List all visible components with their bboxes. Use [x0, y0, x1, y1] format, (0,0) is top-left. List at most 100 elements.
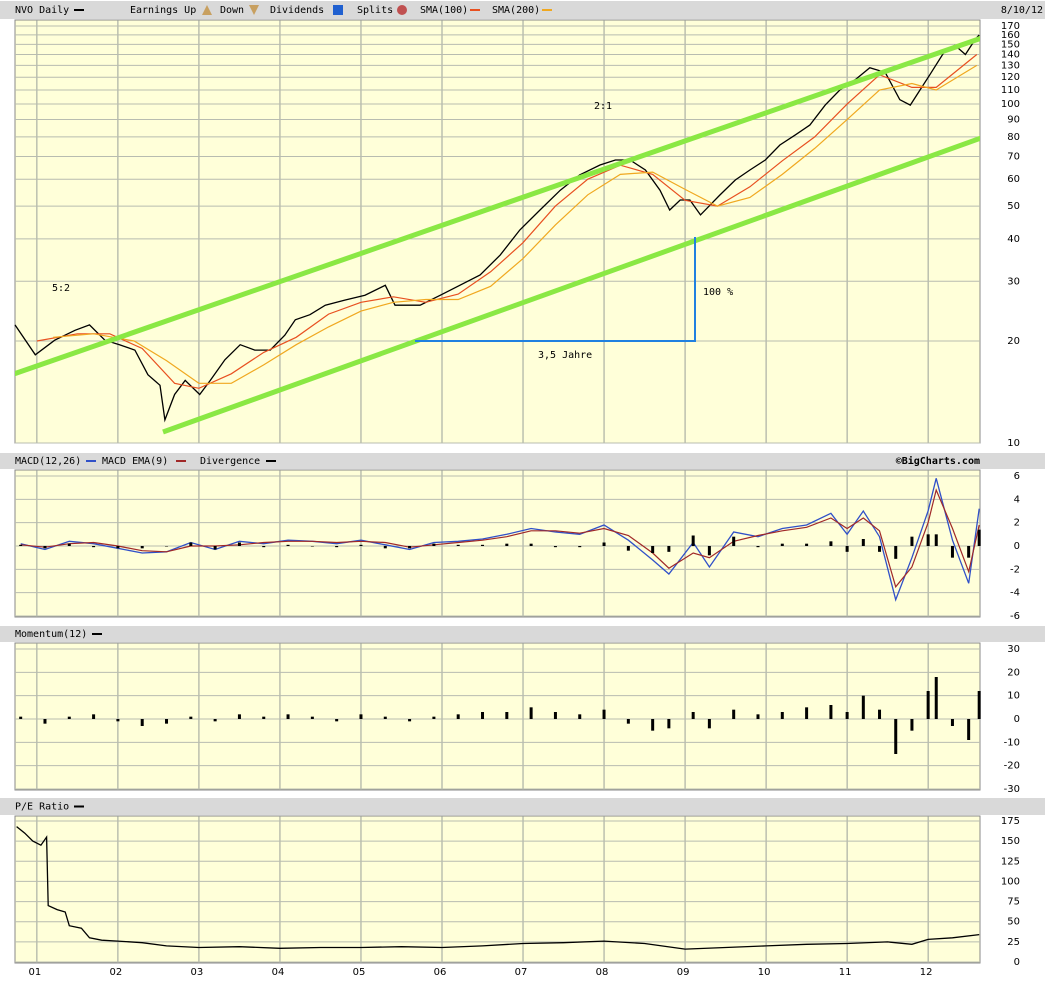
bar [756, 546, 760, 548]
bar [861, 695, 865, 719]
legend-icon [333, 5, 343, 15]
bar [780, 543, 784, 546]
annotation: 100 % [703, 287, 733, 298]
legend-label: Earnings Up [130, 5, 196, 16]
legend-label: ©BigCharts.com [896, 455, 980, 467]
panel [14, 815, 981, 964]
bar [878, 546, 882, 552]
legend-icon [397, 5, 407, 15]
bar [408, 546, 412, 549]
annotation: 3,5 Jahre [538, 350, 592, 361]
annotation: 5:2 [52, 283, 70, 294]
x-tick-label: 12 [920, 967, 933, 978]
legend-label: Dividends [270, 5, 324, 16]
y-tick-label: 60 [1007, 174, 1020, 185]
x-tick-label: 03 [191, 967, 204, 978]
series-line [36, 54, 978, 389]
y-tick-label: -6 [1010, 611, 1020, 622]
legend-label: 8/10/12 [1001, 5, 1043, 16]
channel-lower [162, 135, 980, 435]
bar [934, 677, 938, 719]
y-tick-label: 10 [1007, 691, 1020, 702]
bar [805, 707, 809, 719]
x-tick-label: 07 [515, 967, 528, 978]
bar [926, 691, 930, 719]
bar [92, 714, 96, 719]
y-tick-label: -4 [1010, 588, 1020, 599]
bar [977, 529, 981, 546]
bar [878, 709, 882, 719]
legend-label: MACD(12,26) [15, 456, 81, 467]
panel [14, 19, 981, 444]
marks [14, 34, 981, 950]
bar [967, 546, 971, 558]
bar [626, 719, 630, 724]
bar [140, 719, 144, 726]
panel [14, 642, 981, 791]
bar [691, 712, 695, 719]
channel-upper [15, 35, 980, 377]
bar [651, 719, 655, 731]
y-tick-label: 70 [1007, 152, 1020, 163]
y-tick-label: 50 [1007, 201, 1020, 212]
x-tick-label: 02 [110, 967, 123, 978]
bar [456, 544, 460, 546]
y-tick-label: 20 [1007, 336, 1020, 347]
bar [237, 714, 241, 719]
y-tick-label: 130 [1001, 60, 1020, 71]
x-tick-label: 01 [29, 967, 42, 978]
x-tick-label: 09 [677, 967, 690, 978]
y-tick-label: -2 [1010, 564, 1020, 575]
y-tick-label: 150 [1001, 39, 1020, 50]
bar [707, 546, 711, 556]
header-strip [0, 626, 1045, 642]
header-strip [0, 798, 1045, 815]
bar [408, 719, 412, 722]
y-tick-label: 0 [1014, 957, 1020, 968]
measure-bracket [415, 237, 696, 342]
bar [237, 542, 241, 546]
bar [780, 712, 784, 719]
bar [481, 712, 485, 719]
bar [43, 546, 47, 549]
legend-label: Splits [357, 5, 393, 16]
bar [602, 542, 606, 546]
y-tick-label: 0 [1014, 714, 1020, 725]
bar [756, 714, 760, 719]
bar [926, 534, 930, 546]
y-tick-label: 50 [1007, 917, 1020, 928]
bar [67, 543, 71, 546]
bar [578, 546, 582, 548]
bar [189, 716, 193, 719]
bar [213, 719, 217, 722]
y-tick-label: 30 [1007, 276, 1020, 287]
bar [43, 719, 47, 724]
y-tick-label: 4 [1014, 494, 1020, 505]
bar [189, 542, 193, 546]
y-tick-label: 25 [1007, 937, 1020, 948]
legend-icon [249, 5, 259, 15]
legend-icon [202, 5, 212, 15]
bar [626, 546, 630, 551]
bar [140, 546, 144, 549]
bar [165, 546, 169, 547]
y-tick-label: 125 [1001, 856, 1020, 867]
x-tick-label: 05 [353, 967, 366, 978]
bar [732, 709, 736, 719]
bar [934, 534, 938, 546]
labels: 1020304050607080901001101201301401501601… [15, 5, 1043, 978]
drawings [15, 35, 980, 435]
y-tick-label: -10 [1004, 737, 1020, 748]
bar [67, 716, 71, 719]
bar [950, 546, 954, 558]
bar [732, 536, 736, 546]
bar [829, 705, 833, 719]
header-strip [0, 453, 1045, 469]
legend-label: Divergence [200, 456, 260, 467]
bar [977, 691, 981, 719]
legend-label: SMA(100) [420, 5, 468, 16]
bar [553, 546, 557, 548]
bar [262, 546, 266, 548]
bar [213, 546, 217, 550]
legend-label: NVO Daily [15, 5, 69, 16]
